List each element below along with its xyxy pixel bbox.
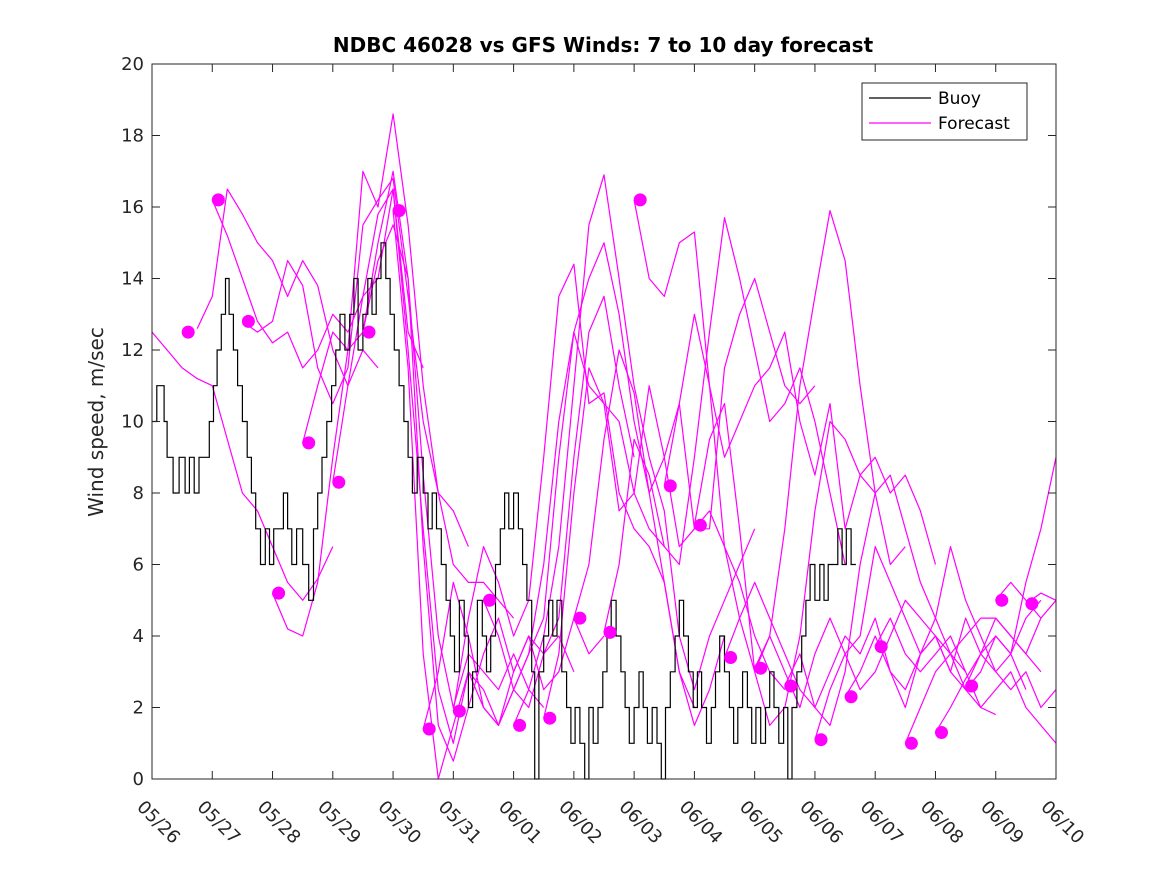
forecast-marker-28 (1025, 597, 1039, 611)
buoy-line (152, 242, 856, 780)
legend: Buoy Forecast (861, 82, 1028, 141)
forecast-marker-12 (543, 711, 557, 725)
buoy-series-line (152, 242, 856, 780)
forecast-marker-8 (422, 722, 436, 736)
forecast-run-20 (754, 599, 996, 716)
y-tick-label-9: 18 (121, 126, 144, 147)
legend-box (861, 82, 1028, 141)
forecast-marker-18 (724, 651, 738, 664)
y-tick-label-1: 2 (133, 698, 144, 719)
forecast-marker-4 (302, 436, 316, 450)
y-axis-ticks: 0 2 4 6 8 10 12 14 16 18 20 (121, 54, 1056, 790)
forecast-marker-10 (483, 593, 496, 607)
forecast-marker-23 (874, 640, 888, 654)
y-tick-label-5: 10 (121, 412, 144, 433)
forecast-markers (181, 193, 1039, 750)
y-tick-label-4: 8 (133, 483, 144, 504)
forecast-marker-11 (513, 718, 527, 732)
forecast-marker-24 (904, 736, 918, 750)
forecast-run-16 (633, 199, 876, 530)
forecast-run-0 (151, 331, 334, 601)
forecast-run-24 (874, 617, 1057, 744)
forecast-run-8 (392, 210, 635, 780)
forecast-run-22 (814, 457, 1057, 740)
forecast-run-10 (452, 263, 695, 712)
forecast-marker-0 (181, 325, 195, 339)
forecast-marker-5 (332, 475, 346, 489)
forecast-run-18 (693, 403, 937, 727)
forecast-run-12 (513, 174, 756, 726)
forecast-marker-21 (814, 733, 828, 747)
forecast-marker-19 (754, 661, 768, 675)
y-tick-label-3: 6 (133, 555, 144, 576)
forecast-marker-27 (995, 593, 1009, 607)
y-tick-label-0: 0 (133, 769, 144, 790)
forecast-marker-2 (241, 314, 255, 328)
chart-title: NDBC 46028 vs GFS Winds: 7 to 10 day for… (333, 33, 874, 57)
forecast-marker-1 (211, 193, 225, 207)
forecast-marker-3 (272, 586, 286, 600)
y-tick-label-8: 16 (121, 197, 144, 218)
y-tick-label-2: 4 (133, 626, 144, 647)
forecast-run-26 (934, 617, 1042, 733)
plot-background (152, 64, 1056, 779)
forecast-run-25 (904, 599, 1057, 744)
forecast-run-7 (362, 224, 605, 762)
forecast-marker-14 (603, 625, 617, 639)
forecast-marker-26 (965, 679, 979, 693)
forecast-run-11 (482, 242, 726, 727)
forecast-marker-22 (844, 690, 858, 704)
forecast-run-14 (573, 277, 816, 619)
legend-buoy-label: Buoy (938, 89, 981, 109)
y-tick-label-10: 20 (121, 54, 144, 75)
y-tick-label-6: 12 (121, 340, 144, 361)
forecast-run-9 (422, 331, 665, 730)
forecast-marker-17 (693, 518, 707, 532)
y-axis-label: Wind speed, m/sec (84, 327, 108, 517)
forecast-marker-9 (452, 704, 466, 718)
forecast-marker-25 (935, 726, 948, 739)
forecast-run-27 (965, 599, 1042, 687)
forecast-run-3 (242, 177, 469, 547)
forecast-marker-7 (392, 204, 406, 218)
forecast-run-17 (663, 210, 906, 673)
forecast-marker-13 (573, 611, 587, 625)
forecast-run-15 (603, 217, 846, 633)
y-tick-label-7: 14 (121, 269, 144, 290)
forecast-marker-6 (362, 325, 376, 339)
legend-forecast-label: Forecast (938, 114, 1010, 134)
forecast-marker-16 (663, 479, 677, 493)
forecast-marker-15 (633, 193, 647, 207)
forecast-marker-20 (784, 679, 798, 693)
